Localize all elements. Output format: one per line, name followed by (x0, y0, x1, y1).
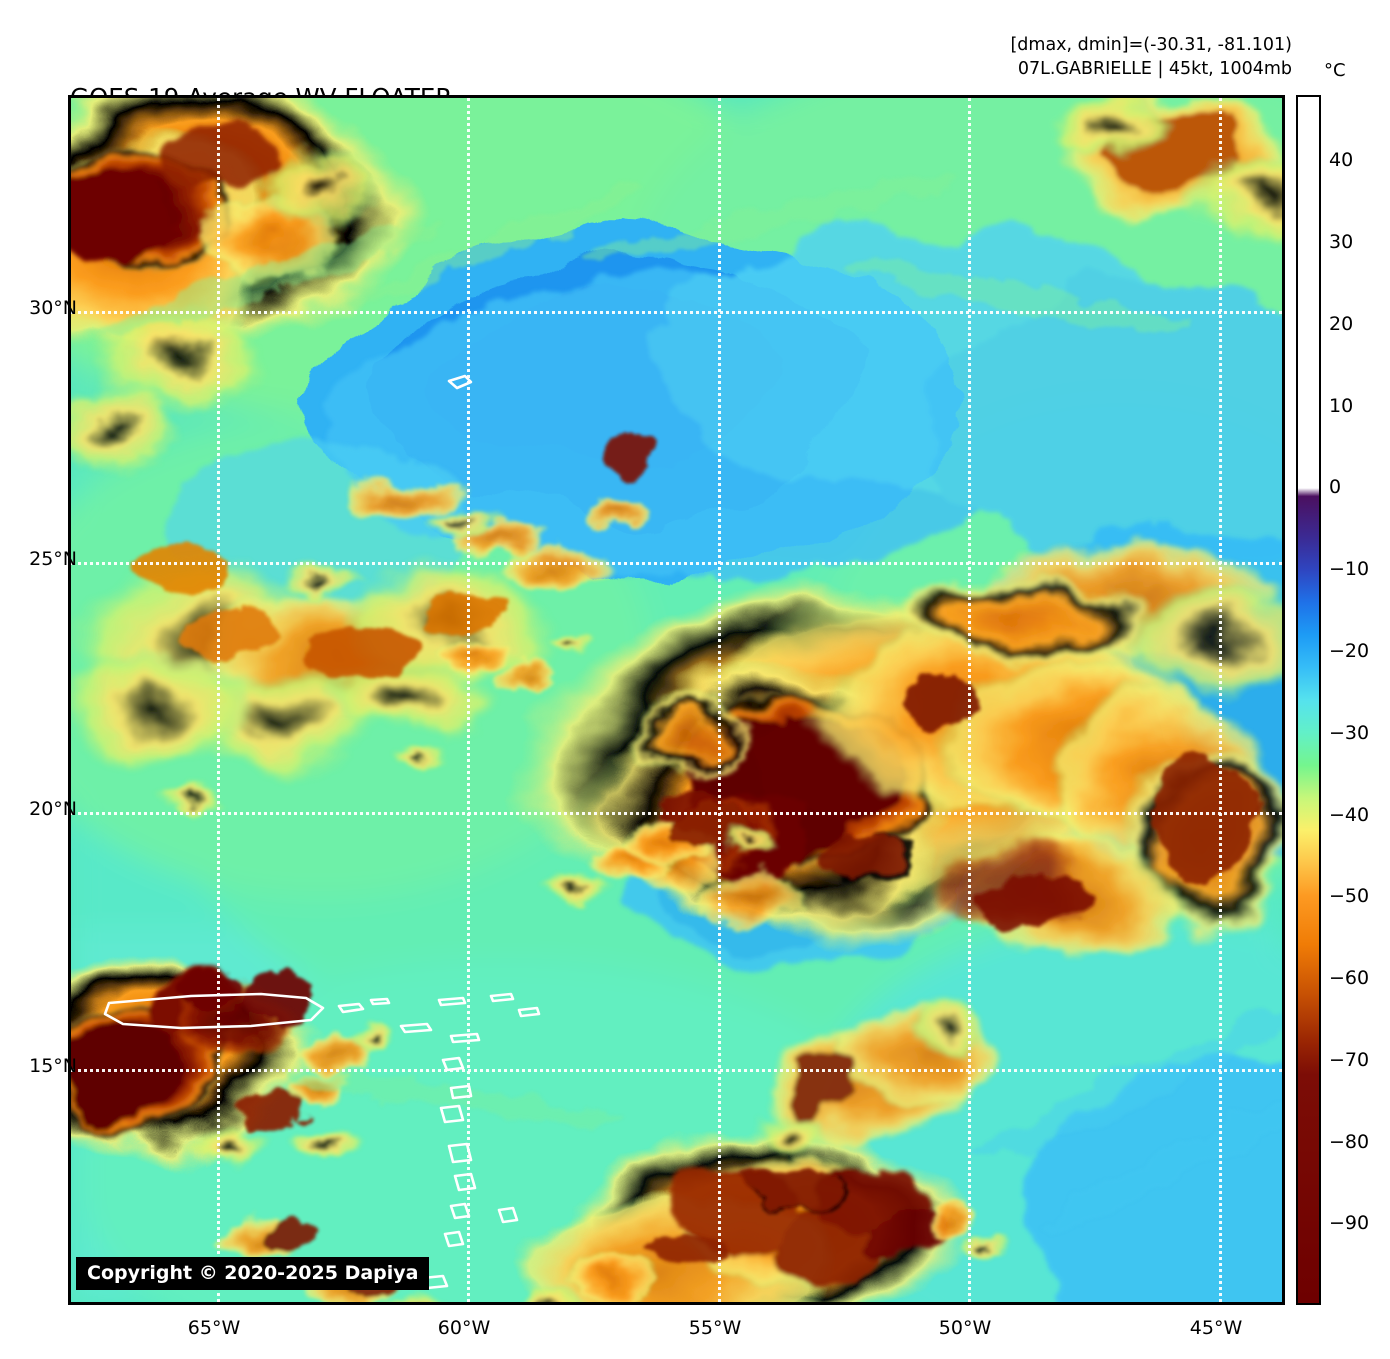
storm-info-label: 07L.GABRIELLE | 45kt, 1004mb (1017, 59, 1292, 79)
gridline-lat-15n (71, 1069, 1282, 1072)
dmax-dmin-label: [dmax, dmin]=(-30.31, -81.101) (1010, 35, 1292, 55)
colorbar-unit-label: °C (1324, 60, 1346, 81)
gridline-lon-45w (1219, 98, 1222, 1302)
xtick-label-50w: 50°W (938, 1317, 992, 1339)
colorbar-tick-minus60: −60 (1329, 967, 1370, 989)
colorbar-gradient (1298, 97, 1319, 1303)
colorbar-tick-10: 10 (1329, 394, 1354, 417)
xtick-label-45w: 45°W (1189, 1317, 1243, 1339)
gridline-lat-20n (71, 812, 1282, 815)
satellite-image-plot: Copyright © 2020-2025 Dapiya (68, 95, 1285, 1305)
xtick-label-65w: 65°W (187, 1317, 241, 1339)
ytick-label-15n: 15°N (29, 1055, 77, 1077)
colorbar-tick-minus20: −20 (1329, 639, 1370, 662)
gridline-lon-50w (968, 98, 971, 1302)
ytick-label-30n: 30°N (29, 297, 77, 319)
metadata-block: [dmax, dmin]=(-30.31, -81.101) 07L.GABRI… (1010, 33, 1292, 81)
gridline-lat-30n (71, 311, 1282, 314)
colorbar-tick-minus30: −30 (1329, 721, 1370, 744)
colorbar-tick-minus90: −90 (1329, 1212, 1370, 1235)
colorbar-tick-minus40: −40 (1329, 803, 1370, 826)
xtick-label-55w: 55°W (688, 1317, 742, 1339)
copyright-banner: Copyright © 2020-2025 Dapiya (76, 1257, 430, 1290)
colorbar-tick-minus80: −80 (1329, 1130, 1370, 1153)
xtick-label-60w: 60°W (437, 1317, 491, 1339)
ytick-label-20n: 20°N (29, 798, 77, 820)
gridline-lon-60w (467, 98, 470, 1302)
colorbar-tick-40: 40 (1329, 149, 1354, 172)
colorbar-tick-20: 20 (1329, 312, 1354, 335)
ytick-label-25n: 25°N (29, 548, 77, 570)
coastline-overlay (103, 374, 541, 1290)
gridline-lat-25n (71, 562, 1282, 565)
colorbar-tick-0: 0 (1329, 476, 1342, 499)
gridline-lon-55w (718, 98, 721, 1302)
gridline-lon-65w (217, 98, 220, 1302)
colorbar-tick-30: 30 (1329, 231, 1354, 254)
satellite-imagery-canvas (71, 98, 1282, 1302)
colorbar (1296, 95, 1321, 1305)
colorbar-tick-minus10: −10 (1329, 558, 1370, 581)
colorbar-tick-minus50: −50 (1329, 885, 1370, 908)
colorbar-tick-minus70: −70 (1329, 1048, 1370, 1071)
